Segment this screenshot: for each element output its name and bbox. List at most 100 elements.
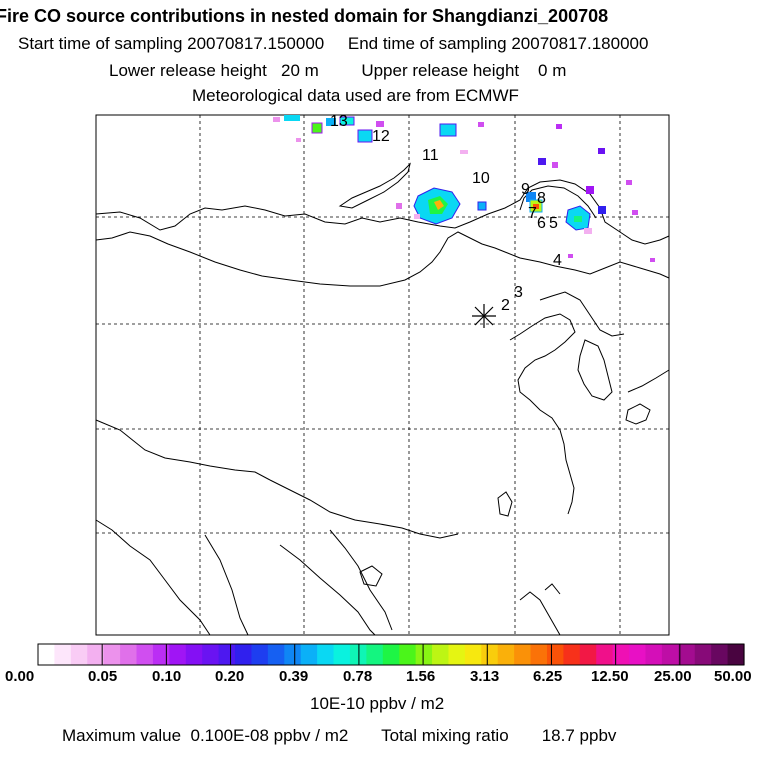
- hotspot: [574, 216, 582, 222]
- lower-value: 20 m: [281, 61, 319, 80]
- total-label: Total mixing ratio: [381, 726, 509, 745]
- hotspot: [584, 228, 592, 234]
- colorbar-swatch: [235, 644, 253, 665]
- max-label: Maximum value: [62, 726, 182, 745]
- lower-label: Lower release height: [109, 61, 267, 80]
- colorbar-swatch: [546, 644, 564, 665]
- release-label: 5: [549, 215, 558, 232]
- korea-border: [539, 291, 625, 337]
- colorbar-tick-label: 6.25: [533, 668, 563, 685]
- russia-coast: [519, 185, 597, 219]
- colorbar-swatch: [103, 644, 121, 665]
- hotspot: [296, 138, 301, 142]
- total-value: 18.7 ppbv: [541, 726, 617, 745]
- colorbar-swatch: [284, 644, 302, 665]
- japan-coast: [627, 369, 670, 393]
- release-label: 7: [528, 205, 537, 222]
- hotspot: [326, 118, 336, 126]
- upper-value: 0 m: [538, 61, 567, 80]
- hotspot: [556, 124, 562, 129]
- colorbar-swatch: [464, 644, 482, 665]
- colorbar-frame: [37, 643, 745, 666]
- colorbar-swatch: [694, 644, 712, 665]
- release-label: 2: [501, 297, 510, 314]
- colorbar-swatch: [54, 644, 72, 665]
- colorbar-swatch: [661, 644, 679, 665]
- colorbar-swatch: [678, 644, 696, 665]
- coastlines-borders: [95, 162, 670, 636]
- colorbar-swatch: [514, 644, 532, 665]
- colorbar-swatch: [120, 644, 138, 665]
- release-height-line: Lower release height 20 m Upper release …: [109, 61, 768, 81]
- colorbar-swatch: [415, 644, 433, 665]
- graticule: [96, 115, 669, 635]
- colorbar-swatch: [481, 644, 499, 665]
- philippines: [519, 583, 561, 636]
- hotspot: [339, 116, 355, 126]
- colorbar-swatch: [300, 644, 318, 665]
- colorbar-tick-label: 12.50: [591, 668, 629, 685]
- hotspot: [626, 180, 632, 185]
- india-border: [95, 519, 211, 636]
- colorbar-swatch: [333, 644, 351, 665]
- receptor-asterisk: [472, 304, 496, 328]
- korea-peninsula: [577, 339, 613, 401]
- colorbar-swatch: [382, 644, 400, 665]
- release-label: 6: [537, 215, 546, 232]
- colorbar-swatch: [530, 644, 548, 665]
- colorbar-swatch: [629, 644, 647, 665]
- hotspot: [478, 122, 484, 127]
- colorbar-swatch: [169, 644, 187, 665]
- hainan-island: [359, 565, 383, 587]
- hotspot: [552, 162, 558, 168]
- colorbar-swatch: [727, 644, 745, 665]
- colorbar-swatch: [399, 644, 417, 665]
- myanmar-border: [204, 534, 249, 636]
- fire-hotspots: [273, 115, 655, 262]
- colorbar-swatch: [251, 644, 269, 665]
- release-label: 11: [422, 147, 439, 164]
- map-frame: [95, 114, 670, 636]
- max-value: 0.100E-08 ppbv / m2: [190, 726, 349, 745]
- hotspot: [311, 122, 323, 134]
- hotspot: [284, 115, 300, 121]
- hotspot-peak: [434, 200, 444, 210]
- hotspot: [376, 121, 384, 127]
- colorbar: [37, 644, 745, 665]
- hotspot: [414, 214, 420, 219]
- hotspot: [568, 254, 573, 258]
- colorbar-swatch: [70, 644, 88, 665]
- colorbar-units: 10E-10 ppbv / m2: [310, 694, 445, 713]
- met-data-line: Meteorological data used are from ECMWF: [192, 86, 519, 105]
- hotspot: [477, 201, 487, 211]
- hotspot: [538, 158, 546, 165]
- bohai-coast: [509, 313, 576, 515]
- hotspot: [439, 123, 457, 137]
- colorbar-swatch: [645, 644, 663, 665]
- colorbar-swatch: [448, 644, 466, 665]
- colorbar-swatch: [136, 644, 154, 665]
- japan-island: [625, 403, 651, 425]
- south-china-border: [269, 479, 459, 539]
- vietnam-coast: [329, 529, 393, 631]
- colorbar-swatch: [185, 644, 203, 665]
- end-value: 20070817.180000: [511, 34, 649, 53]
- hotspot: [273, 117, 280, 122]
- colorbar-tick-label: 0.05: [88, 668, 118, 685]
- colorbar-tick-label: 25.00: [654, 668, 692, 685]
- hotspot: [586, 186, 594, 194]
- hotspot: [460, 150, 468, 154]
- release-label: 10: [472, 170, 490, 187]
- colorbar-swatch: [202, 644, 220, 665]
- sampling-time-line: Start time of sampling 20070817.150000 E…: [18, 34, 768, 54]
- hotspot: [357, 129, 373, 143]
- end-label: End time of sampling: [347, 34, 507, 53]
- hotspot: [598, 148, 605, 154]
- release-label: 3: [514, 284, 523, 301]
- colorbar-swatch: [711, 644, 729, 665]
- colorbar-swatch: [87, 644, 105, 665]
- release-label: 12: [372, 128, 390, 145]
- release-label: 13: [330, 113, 348, 130]
- hotspot: [632, 210, 638, 215]
